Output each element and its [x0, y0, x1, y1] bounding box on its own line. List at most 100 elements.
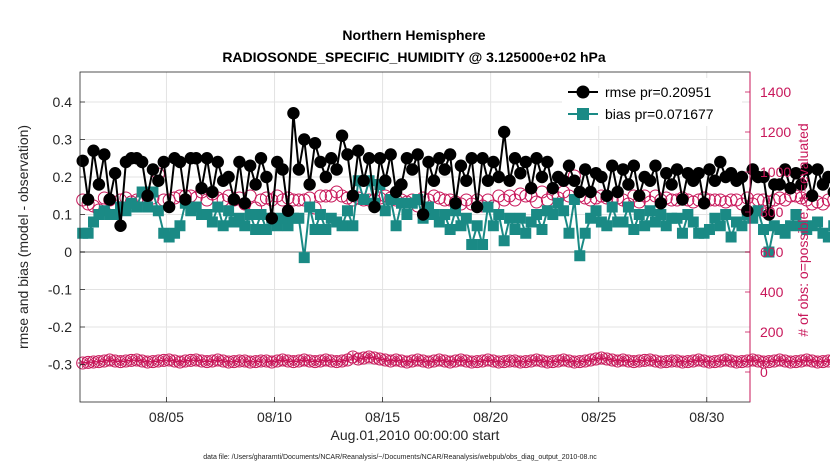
rmse-point	[433, 152, 446, 165]
bias-point	[558, 205, 570, 217]
y-tick-label: 0.4	[53, 94, 73, 110]
rmse-point	[330, 163, 343, 176]
rmse-point	[135, 155, 149, 169]
x-tick-label: 08/10	[257, 409, 292, 425]
bias-point	[504, 212, 516, 224]
y-right-tick-label: 1200	[760, 124, 791, 140]
rmse-point	[735, 170, 749, 184]
y-tick-label: -0.2	[48, 319, 72, 335]
bias-point	[147, 186, 159, 198]
rmse-point	[584, 185, 597, 199]
rmse-point	[454, 159, 468, 172]
rmse-point	[416, 208, 430, 221]
rmse-point	[805, 189, 819, 202]
y-right-tick-label: 1400	[760, 84, 791, 100]
legend-bias-marker	[577, 108, 589, 120]
x-tick-label: 08/15	[365, 409, 400, 425]
obs-evaluated-point	[827, 354, 830, 366]
bias-point	[471, 220, 483, 232]
series-layer	[76, 107, 830, 370]
bias-point	[763, 246, 775, 258]
rmse-point	[146, 163, 160, 176]
rmse-point	[492, 170, 505, 184]
bias-point	[552, 197, 564, 209]
rmse-point	[606, 159, 619, 172]
rmse-point	[325, 152, 338, 165]
x-tick-label: 08/05	[149, 409, 184, 425]
bias-point	[314, 209, 326, 220]
rmse-point	[692, 167, 705, 180]
obs-possible-point	[719, 195, 733, 209]
rmse-point	[303, 178, 316, 191]
series-#-3	[76, 350, 830, 370]
bias-point	[682, 209, 694, 220]
rmse-point	[438, 163, 451, 176]
rmse-point	[470, 200, 484, 214]
rmse-point	[211, 155, 224, 169]
bias-point	[790, 209, 802, 220]
rmse-point	[627, 159, 641, 172]
rmse-point	[508, 152, 522, 165]
bias-point	[758, 224, 770, 235]
x-tick-label: 08/25	[581, 409, 616, 425]
obs-possible-point	[767, 193, 781, 207]
rmse-point	[357, 174, 370, 187]
footer-data-file: data file: /Users/gharamti/Documents/NCA…	[203, 454, 597, 461]
obs-possible-point	[773, 191, 787, 205]
x-tick-label: 08/30	[689, 409, 724, 425]
obs-evaluated-point	[141, 355, 155, 369]
bias-point	[531, 209, 543, 220]
ticks: 08/05 08/10 08/15 08/20 08/25 08/30 -0.3 -0.2 -0…	[48, 72, 791, 425]
rmse-point	[795, 178, 808, 191]
chart-subtitle: RADIOSONDE_SPECIFIC_HUMIDITY @ 3.125000e…	[222, 49, 606, 65]
bias-point	[477, 239, 489, 250]
rmse-point	[595, 170, 608, 184]
rmse-point	[654, 197, 668, 210]
bias-point	[601, 220, 613, 232]
bias-point	[460, 212, 472, 224]
rmse-point	[660, 167, 673, 180]
rmse-point	[81, 193, 95, 206]
rmse-point	[427, 174, 441, 187]
bias-point	[250, 224, 262, 235]
obs-evaluated-ring	[346, 350, 360, 364]
bias-point	[152, 205, 164, 217]
bias-point	[633, 209, 645, 220]
bias-point	[433, 216, 445, 228]
bias-point	[639, 220, 651, 232]
rmse-point	[141, 189, 154, 202]
bias-point	[120, 205, 132, 217]
bias-point	[509, 224, 521, 235]
bias-point	[244, 209, 256, 220]
bias-point	[655, 209, 667, 220]
rmse-point	[622, 178, 635, 191]
y-tick-label: 0	[64, 244, 72, 260]
bias-point	[720, 209, 732, 220]
bias-point	[233, 212, 245, 224]
bias-point	[282, 220, 294, 232]
rmse-point	[319, 170, 333, 184]
bias-point	[385, 194, 397, 205]
obs-evaluated-point	[162, 353, 176, 367]
y-right-tick-label: 800	[760, 204, 784, 220]
bias-point	[88, 216, 100, 228]
bias-point	[428, 209, 440, 220]
rmse-point	[676, 193, 689, 206]
rmse-point	[800, 163, 813, 176]
rmse-point	[298, 133, 311, 146]
y-tick-label: 0.3	[53, 132, 73, 148]
rmse-point	[670, 163, 684, 176]
rmse-point	[827, 187, 830, 197]
rmse-point	[487, 155, 500, 169]
y-right-axis-label: # of obs: o=possible; ∗=evaluated	[795, 123, 811, 336]
obs-possible-point	[513, 187, 527, 201]
bias-point	[828, 220, 830, 232]
rmse-point	[314, 155, 327, 169]
rmse-point	[665, 178, 678, 191]
bias-point	[439, 209, 451, 220]
rmse-point	[233, 155, 246, 169]
obs-possible-point	[432, 191, 446, 205]
y-right-tick-label: 200	[760, 324, 784, 340]
rmse-point	[633, 189, 646, 202]
